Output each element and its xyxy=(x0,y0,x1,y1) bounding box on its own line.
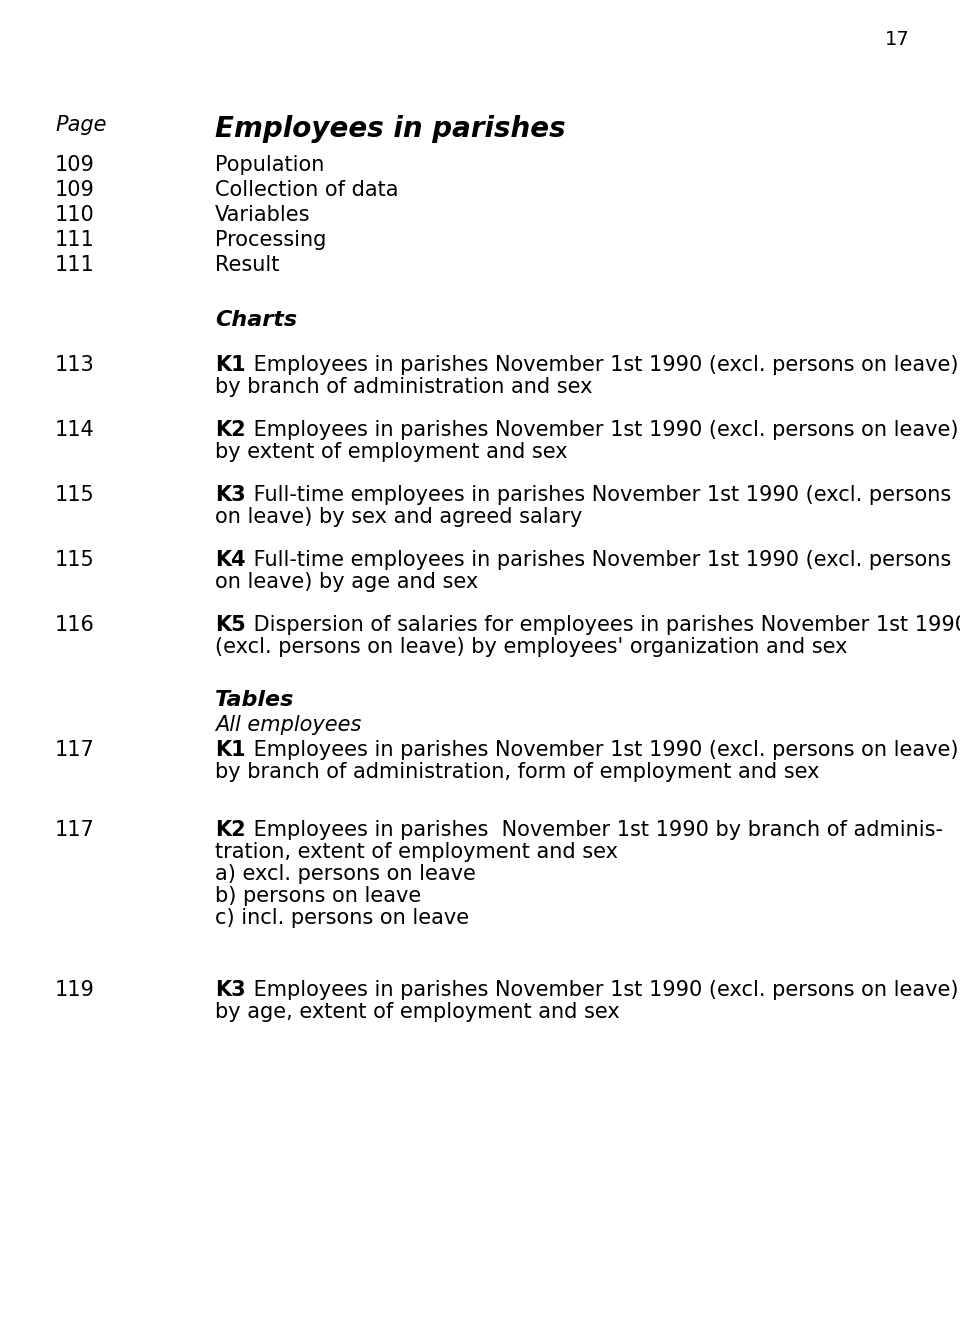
Text: K1: K1 xyxy=(215,740,246,760)
Text: Dispersion of salaries for employees in parishes November 1st 1990: Dispersion of salaries for employees in … xyxy=(247,616,960,635)
Text: tration, extent of employment and sex: tration, extent of employment and sex xyxy=(215,841,618,863)
Text: Variables: Variables xyxy=(215,205,310,225)
Text: K5: K5 xyxy=(215,616,246,635)
Text: Processing: Processing xyxy=(215,230,326,250)
Text: on leave) by sex and agreed salary: on leave) by sex and agreed salary xyxy=(215,507,583,527)
Text: c) incl. persons on leave: c) incl. persons on leave xyxy=(215,908,469,927)
Text: 110: 110 xyxy=(55,205,95,225)
Text: 117: 117 xyxy=(55,820,95,840)
Text: Employees in parishes November 1st 1990 (excl. persons on leave): Employees in parishes November 1st 1990 … xyxy=(247,980,958,1000)
Text: 113: 113 xyxy=(55,355,95,375)
Text: Employees in parishes November 1st 1990 (excl. persons on leave): Employees in parishes November 1st 1990 … xyxy=(247,740,958,760)
Text: All employees: All employees xyxy=(215,715,361,734)
Text: 114: 114 xyxy=(55,420,95,440)
Text: Tables: Tables xyxy=(215,690,295,709)
Text: K4: K4 xyxy=(215,550,246,569)
Text: Population: Population xyxy=(215,155,324,174)
Text: by branch of administration and sex: by branch of administration and sex xyxy=(215,376,592,398)
Text: Collection of data: Collection of data xyxy=(215,180,398,199)
Text: Page: Page xyxy=(55,115,107,135)
Text: Employees in parishes: Employees in parishes xyxy=(215,115,565,143)
Text: 119: 119 xyxy=(55,980,95,1000)
Text: K2: K2 xyxy=(215,420,246,440)
Text: Full-time employees in parishes November 1st 1990 (excl. persons: Full-time employees in parishes November… xyxy=(247,550,951,569)
Text: 116: 116 xyxy=(55,616,95,635)
Text: Employees in parishes  November 1st 1990 by branch of adminis-: Employees in parishes November 1st 1990 … xyxy=(247,820,943,840)
Text: by extent of employment and sex: by extent of employment and sex xyxy=(215,443,567,462)
Text: K1: K1 xyxy=(215,355,246,375)
Text: Result: Result xyxy=(215,255,279,275)
Text: Employees in parishes November 1st 1990 (excl. persons on leave): Employees in parishes November 1st 1990 … xyxy=(247,420,958,440)
Text: K2: K2 xyxy=(215,820,246,840)
Text: 115: 115 xyxy=(55,485,95,505)
Text: 109: 109 xyxy=(55,180,95,199)
Text: 109: 109 xyxy=(55,155,95,174)
Text: on leave) by age and sex: on leave) by age and sex xyxy=(215,572,478,592)
Text: K3: K3 xyxy=(215,485,246,505)
Text: by branch of administration, form of employment and sex: by branch of administration, form of emp… xyxy=(215,762,820,782)
Text: Charts: Charts xyxy=(215,310,298,330)
Text: 115: 115 xyxy=(55,550,95,569)
Text: 17: 17 xyxy=(885,30,910,49)
Text: (excl. persons on leave) by employees' organization and sex: (excl. persons on leave) by employees' o… xyxy=(215,637,848,657)
Text: by age, extent of employment and sex: by age, extent of employment and sex xyxy=(215,1003,620,1022)
Text: Full-time employees in parishes November 1st 1990 (excl. persons: Full-time employees in parishes November… xyxy=(247,485,951,505)
Text: Employees in parishes November 1st 1990 (excl. persons on leave): Employees in parishes November 1st 1990 … xyxy=(247,355,958,375)
Text: 117: 117 xyxy=(55,740,95,760)
Text: 111: 111 xyxy=(55,230,95,250)
Text: 111: 111 xyxy=(55,255,95,275)
Text: b) persons on leave: b) persons on leave xyxy=(215,886,421,906)
Text: a) excl. persons on leave: a) excl. persons on leave xyxy=(215,864,476,884)
Text: K3: K3 xyxy=(215,980,246,1000)
